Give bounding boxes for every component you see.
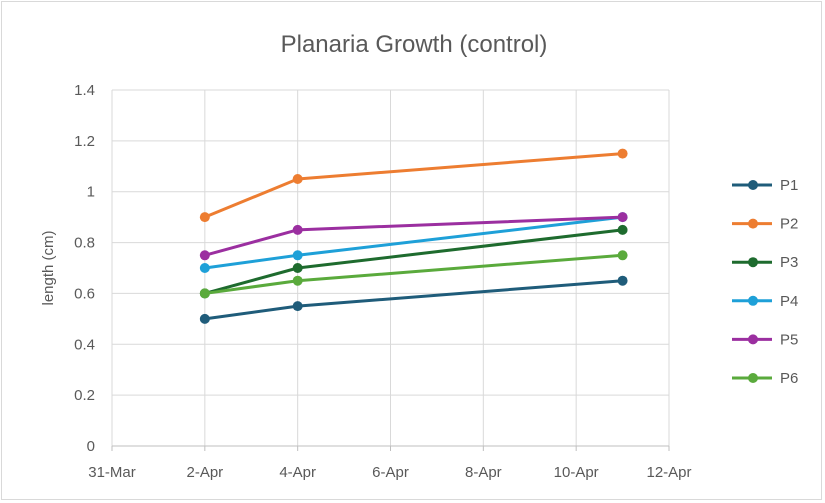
series-layer xyxy=(199,148,628,324)
y-tick-label: 1 xyxy=(87,184,95,201)
legend-item-p6: P6 xyxy=(732,370,798,387)
y-axis-label: length (cm) xyxy=(40,230,57,305)
data-point xyxy=(292,224,303,235)
data-point xyxy=(292,250,303,261)
y-tick-label: 1.4 xyxy=(74,82,95,99)
data-point xyxy=(292,301,303,312)
data-point xyxy=(199,250,210,261)
series-line xyxy=(203,152,625,219)
series-p2 xyxy=(199,148,628,223)
data-point xyxy=(199,313,210,324)
y-tick-label: 0.4 xyxy=(74,336,95,353)
data-point xyxy=(617,148,628,159)
legend-marker xyxy=(748,257,758,268)
series-line xyxy=(203,253,625,295)
y-tick-label: 1.2 xyxy=(74,133,95,150)
legend-item-p4: P4 xyxy=(732,293,798,310)
x-tick-label: 2-Apr xyxy=(186,464,223,481)
data-point xyxy=(292,263,303,273)
legend-item-p1: P1 xyxy=(732,177,798,194)
data-point xyxy=(617,212,628,223)
x-tick-label: 12-Apr xyxy=(646,464,691,481)
legend-label: P1 xyxy=(780,177,798,194)
data-point xyxy=(199,212,210,223)
legend-marker xyxy=(748,295,758,306)
legend-marker xyxy=(748,180,758,190)
x-tick-label: 6-Apr xyxy=(372,464,409,481)
data-point xyxy=(292,174,303,184)
data-point xyxy=(617,250,628,261)
data-point xyxy=(617,275,628,286)
series-p6 xyxy=(199,250,628,299)
series-p1 xyxy=(199,275,628,324)
y-tick-label: 0.6 xyxy=(74,285,95,302)
x-tick-label: 4-Apr xyxy=(279,464,316,481)
data-point xyxy=(617,224,628,235)
legend-label: P6 xyxy=(780,370,798,387)
legend-item-p5: P5 xyxy=(732,331,798,348)
legend: P1 P2 P3 P4 P5 P6 xyxy=(732,177,798,387)
legend-marker xyxy=(748,334,758,345)
axes: 0 0.2 0.4 0.6 0.8 1 1.2 1.4 31-Mar 2-Apr 4-Apr 6-Ap… xyxy=(74,82,691,481)
y-tick-label: 0.2 xyxy=(74,387,95,404)
legend-label: P3 xyxy=(780,254,798,271)
data-point xyxy=(199,263,210,273)
series-line xyxy=(203,279,625,321)
gridlines xyxy=(111,89,670,447)
data-point xyxy=(199,288,210,299)
series-p5 xyxy=(199,212,628,261)
legend-item-p3: P3 xyxy=(732,254,798,271)
legend-marker xyxy=(748,373,758,383)
chart-title: Planaria Growth (control) xyxy=(281,31,548,58)
y-tick-label: 0.8 xyxy=(74,235,95,252)
y-tick-label: 0 xyxy=(87,438,95,455)
legend-marker xyxy=(748,218,758,229)
legend-label: P4 xyxy=(780,293,798,310)
data-point xyxy=(292,275,303,286)
series-p3 xyxy=(199,224,628,299)
x-tick-label: 8-Apr xyxy=(465,464,502,481)
legend-item-p2: P2 xyxy=(732,216,798,233)
legend-label: P5 xyxy=(780,331,798,348)
x-tick-label: 31-Mar xyxy=(88,464,136,481)
legend-label: P2 xyxy=(780,216,798,233)
x-tick-label: 10-Apr xyxy=(554,464,599,481)
